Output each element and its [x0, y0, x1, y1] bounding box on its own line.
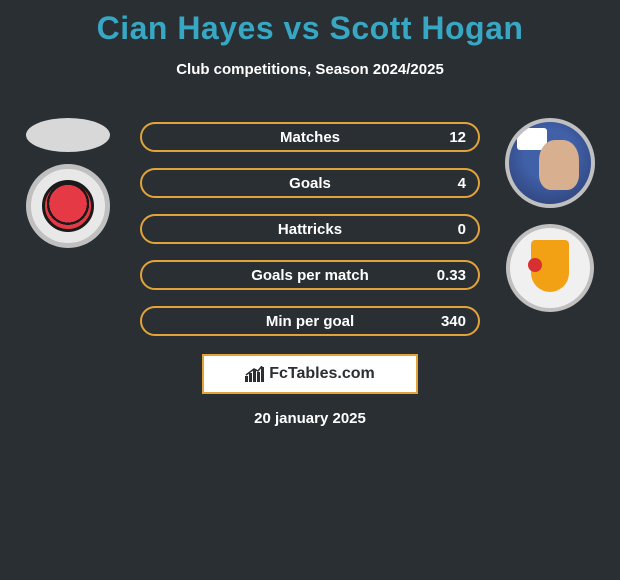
right-club-badge: [506, 224, 594, 312]
footer-date: 20 january 2025: [0, 410, 620, 427]
brand-badge: FcTables.com: [202, 354, 418, 394]
left-player-column: [18, 118, 118, 248]
right-player-avatar: [505, 118, 595, 208]
page-title: Cian Hayes vs Scott Hogan: [0, 0, 620, 47]
stat-right-value: 0.33: [437, 267, 466, 284]
stat-right-value: 4: [458, 175, 466, 192]
stat-right-value: 340: [441, 313, 466, 330]
stat-bar: Hattricks0: [140, 214, 480, 244]
stat-label: Goals per match: [142, 267, 478, 284]
stat-label: Goals: [142, 175, 478, 192]
chart-icon: [245, 366, 265, 382]
left-club-badge: [26, 164, 110, 248]
stats-container: Matches12 Goals4 Hattricks0 Goals per match…: [140, 122, 480, 352]
stat-label: Matches: [142, 129, 478, 146]
brand-text: FcTables.com: [269, 365, 375, 383]
stat-bar: Min per goal340: [140, 306, 480, 336]
stat-label: Hattricks: [142, 221, 478, 238]
page-subtitle: Club competitions, Season 2024/2025: [0, 61, 620, 78]
stat-bar: Goals per match0.33: [140, 260, 480, 290]
stat-right-value: 12: [449, 129, 466, 146]
left-player-avatar: [26, 118, 110, 152]
stat-right-value: 0: [458, 221, 466, 238]
right-player-column: [500, 118, 600, 312]
stat-label: Min per goal: [142, 313, 478, 330]
stat-bar: Matches12: [140, 122, 480, 152]
stat-bar: Goals4: [140, 168, 480, 198]
